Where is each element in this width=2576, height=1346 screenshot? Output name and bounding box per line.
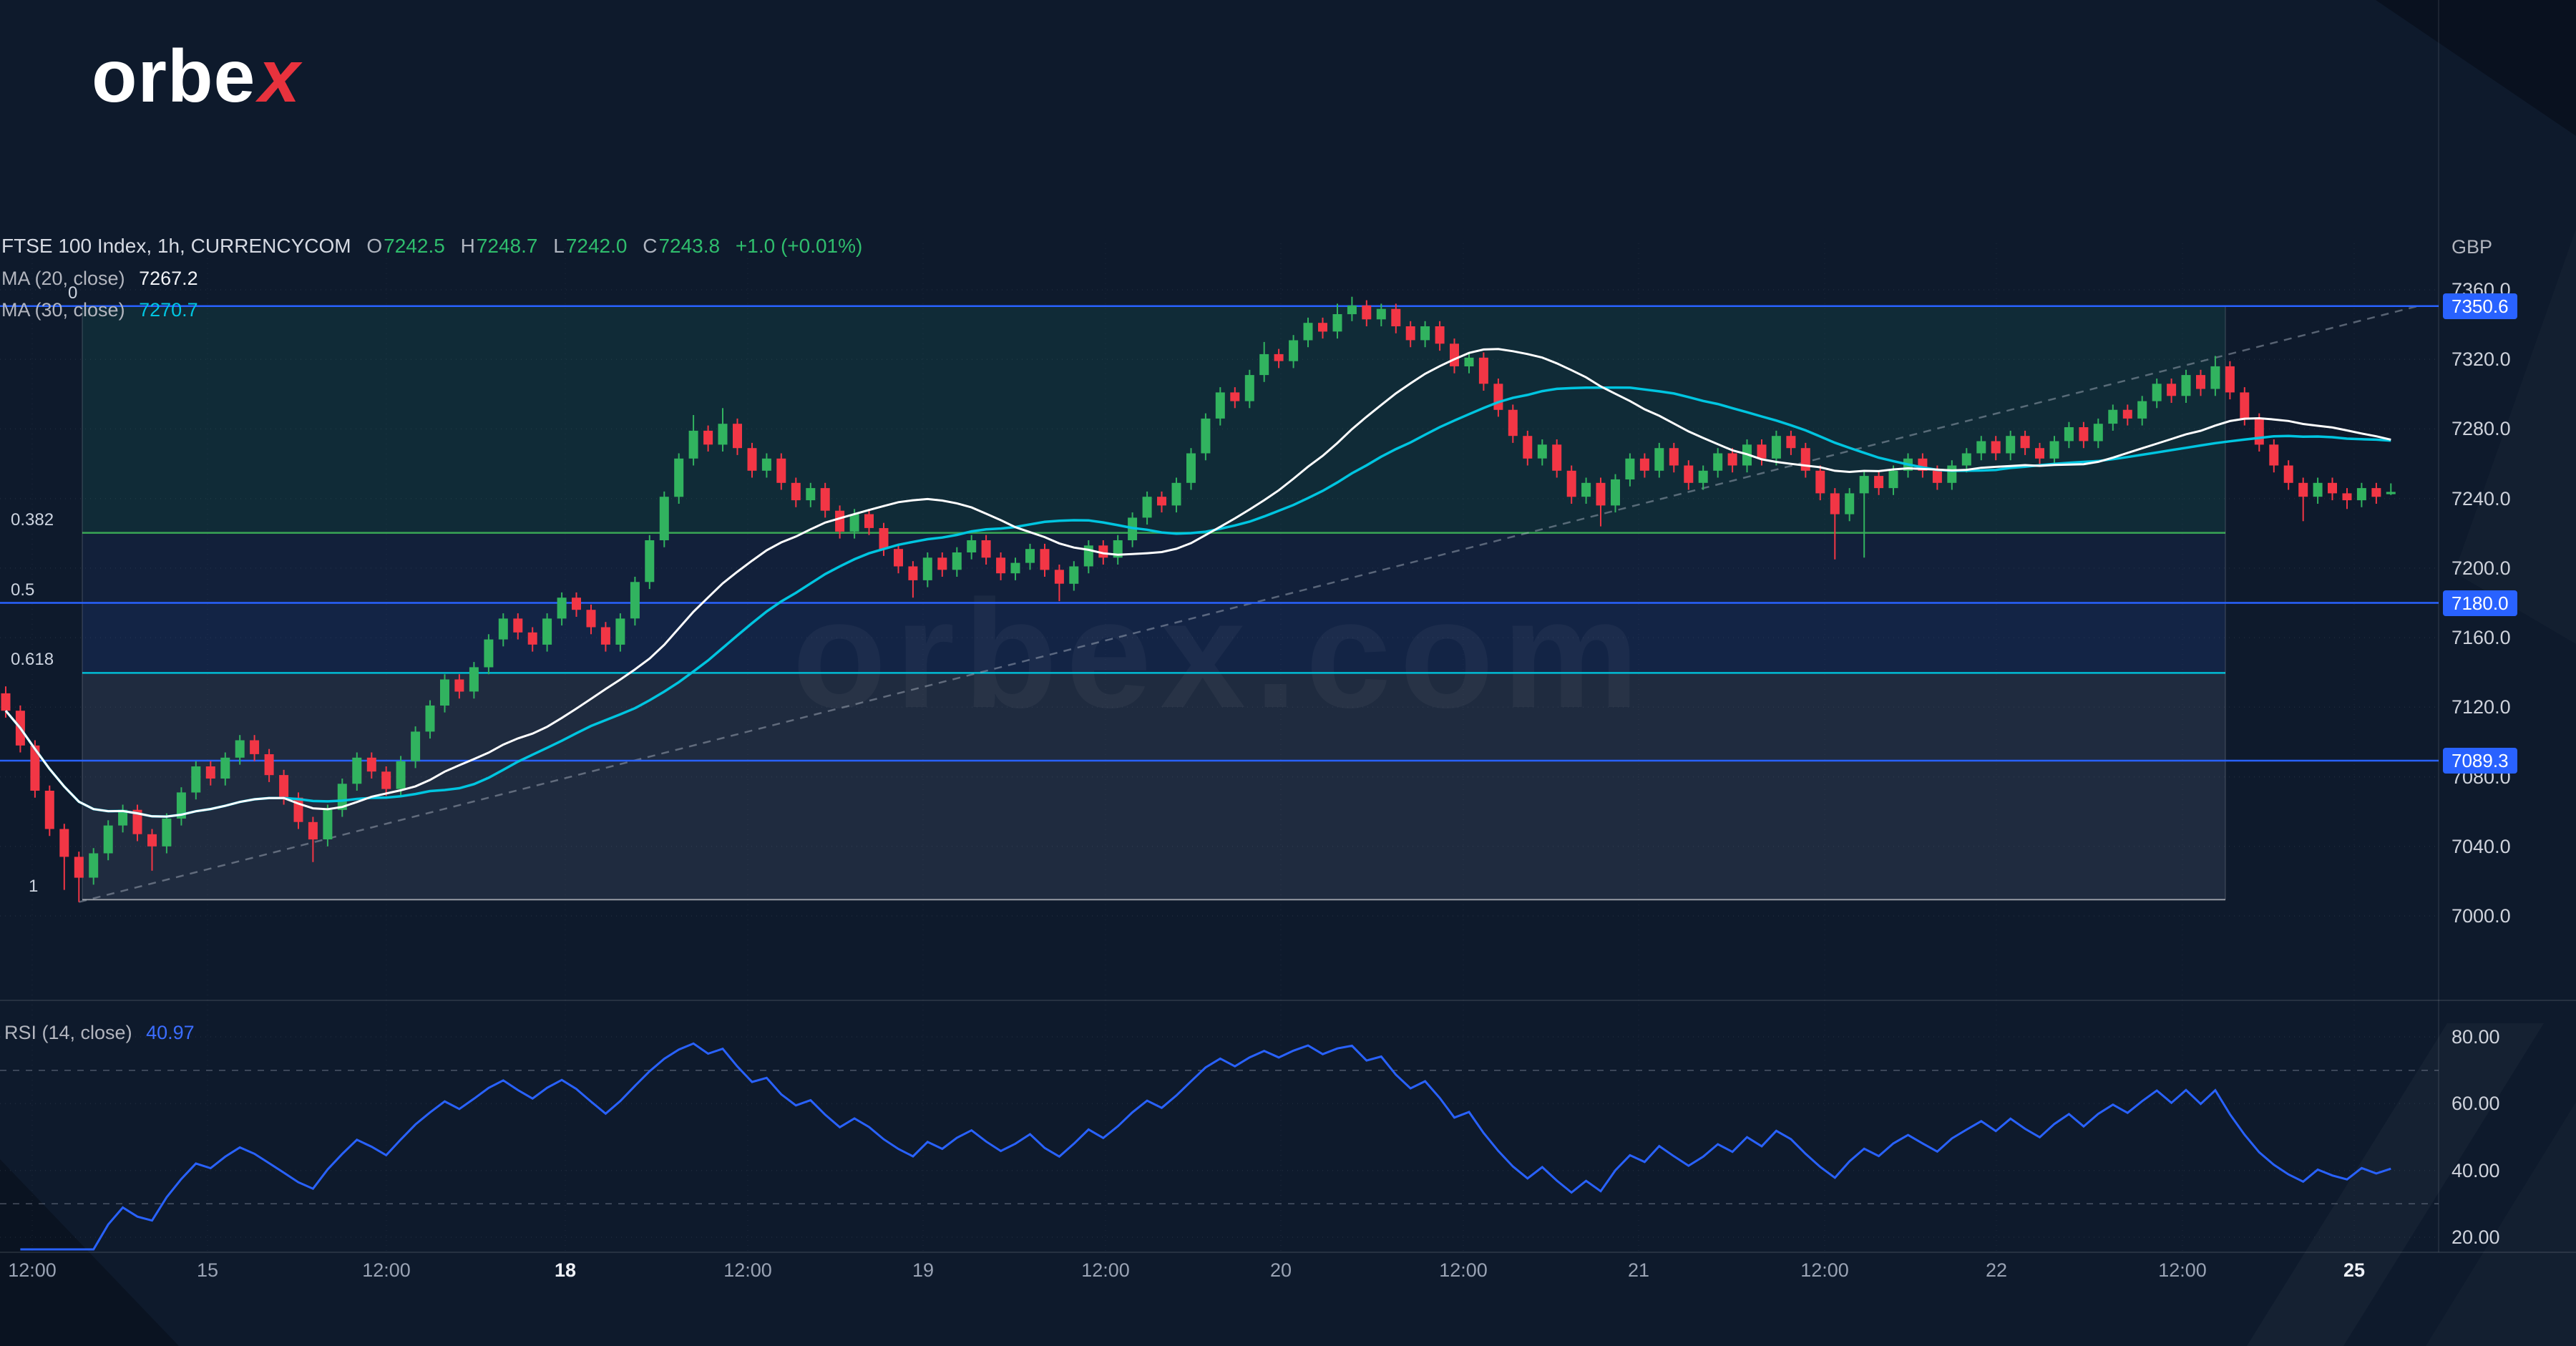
rsi-tick: 20.00 bbox=[2451, 1226, 2500, 1248]
time-tick: 21 bbox=[1627, 1259, 1650, 1281]
time-axis[interactable]: 12:00 15 12:00 18 12:00 19 12:00 20 12:00 21 12:00… bbox=[0, 1254, 2576, 1346]
fib-retracement[interactable] bbox=[82, 306, 2226, 901]
time-tick: 12:00 bbox=[723, 1259, 772, 1281]
low-value: 7242.0 bbox=[565, 235, 628, 257]
price-tick: 7040.0 bbox=[2451, 835, 2511, 857]
ma20-legend[interactable]: MA (20, close) 7267.2 bbox=[1, 268, 198, 290]
fib-level-label: 0.382 bbox=[11, 509, 54, 530]
price-tick: 7200.0 bbox=[2451, 557, 2511, 579]
time-tick: 18 bbox=[554, 1259, 577, 1281]
time-tick: 22 bbox=[1985, 1259, 2008, 1281]
candles bbox=[1, 296, 2396, 902]
ma30-value: 7270.7 bbox=[139, 299, 198, 321]
high-label: H bbox=[460, 235, 475, 257]
price-tick: 7280.0 bbox=[2451, 418, 2511, 440]
time-tick: 25 bbox=[2343, 1259, 2366, 1281]
rsi-label: RSI (14, close) bbox=[4, 1022, 132, 1043]
time-tick: 12:00 bbox=[1439, 1259, 1488, 1281]
rsi-tick: 60.00 bbox=[2451, 1093, 2500, 1115]
fib-level-label: 0 bbox=[68, 283, 78, 303]
price-tick: 7160.0 bbox=[2451, 627, 2511, 649]
price-tick: 7320.0 bbox=[2451, 348, 2511, 371]
change-value: +1.0 (+0.01%) bbox=[735, 235, 863, 257]
symbol-info: FTSE 100 Index, 1h, CURRENCYCOM O7242.5 … bbox=[1, 235, 862, 258]
ma20-line bbox=[4, 348, 2391, 818]
fib-level-label: 0.5 bbox=[11, 580, 35, 600]
rsi-line bbox=[20, 1042, 2391, 1251]
symbol-title[interactable]: FTSE 100 Index, 1h, CURRENCYCOM bbox=[1, 235, 351, 257]
ma30-label: MA (30, close) bbox=[1, 299, 125, 321]
price-tick: 7240.0 bbox=[2451, 487, 2511, 509]
low-label: L bbox=[553, 235, 565, 257]
price-line-badge: 7350.6 bbox=[2443, 293, 2517, 319]
time-tick: 12:00 bbox=[362, 1259, 411, 1281]
price-tick: 7000.0 bbox=[2451, 905, 2511, 927]
orbex-logo: orbex bbox=[92, 34, 301, 120]
close-value: 7243.8 bbox=[658, 235, 721, 257]
rsi-value: 40.97 bbox=[146, 1022, 195, 1043]
watermark: orbex.com bbox=[0, 565, 2440, 743]
time-tick: 12:00 bbox=[8, 1259, 57, 1281]
currency-label: GBP bbox=[2451, 236, 2493, 258]
fib-level-label: 1 bbox=[29, 877, 39, 897]
open-label: O bbox=[366, 235, 383, 257]
price-line-badge: 7180.0 bbox=[2443, 590, 2517, 616]
price-axis[interactable]: GBP 7360.0 7320.0 7280.0 7240.0 7200.0 7160.0… bbox=[2441, 0, 2576, 1252]
time-tick: 12:00 bbox=[1081, 1259, 1130, 1281]
rsi-legend[interactable]: RSI (14, close) 40.97 bbox=[4, 1022, 195, 1044]
ma20-value: 7267.2 bbox=[139, 268, 198, 289]
time-tick: 15 bbox=[196, 1259, 219, 1281]
time-tick: 19 bbox=[912, 1259, 935, 1281]
ma20-label: MA (20, close) bbox=[1, 268, 125, 289]
ma30-line bbox=[4, 386, 2391, 818]
logo-x-glyph: x bbox=[258, 35, 301, 118]
high-value: 7248.7 bbox=[476, 235, 538, 257]
rsi-tick: 80.00 bbox=[2451, 1026, 2500, 1048]
fib-level-label: 0.618 bbox=[11, 650, 54, 670]
rsi-tick: 40.00 bbox=[2451, 1159, 2500, 1181]
price-line-badge: 7089.3 bbox=[2443, 747, 2517, 774]
logo-text: orbe bbox=[92, 35, 256, 118]
open-value: 7242.5 bbox=[384, 235, 445, 257]
time-tick: 12:00 bbox=[1800, 1259, 1849, 1281]
time-tick: 12:00 bbox=[2158, 1259, 2207, 1281]
rsi-panel bbox=[0, 1036, 2439, 1251]
price-tick: 7120.0 bbox=[2451, 696, 2511, 718]
price-gridlines bbox=[0, 289, 2439, 917]
horizontal-price-lines[interactable] bbox=[0, 305, 2439, 762]
time-tick: 20 bbox=[1269, 1259, 1292, 1281]
close-label: C bbox=[643, 235, 658, 257]
ma30-legend[interactable]: MA (30, close) 7270.7 bbox=[1, 299, 198, 321]
